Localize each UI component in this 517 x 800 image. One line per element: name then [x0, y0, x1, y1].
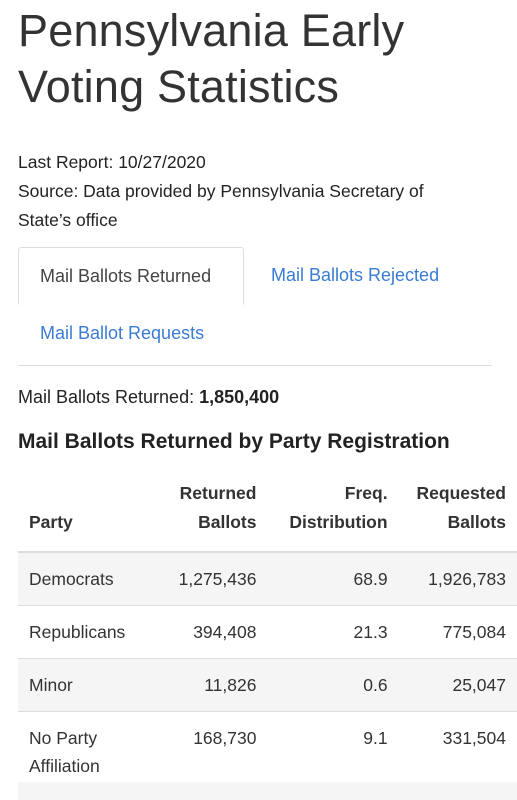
- page-title: Pennsylvania Early Voting Statistics: [18, 0, 499, 115]
- header-requested-line2: Ballots: [447, 512, 506, 532]
- tab-bar: Mail Ballots Returned Mail Ballots Rejec…: [18, 247, 492, 366]
- header-returned-ballots: Returned Ballots: [148, 479, 268, 553]
- cell-returned: 394,408: [148, 605, 268, 659]
- header-returned-line2: Ballots: [198, 512, 257, 532]
- header-party: Party: [18, 479, 149, 553]
- cell-party-line1: No Party: [29, 728, 98, 748]
- cell-requested: 25,047: [398, 658, 517, 712]
- cell-party: Minor: [18, 658, 149, 712]
- table-row: Republicans 394,408 21.3 775,084: [18, 605, 517, 659]
- page-title-line2: Voting Statistics: [18, 61, 340, 112]
- header-party-label: Party: [29, 512, 73, 532]
- source-line2: State’s office: [18, 210, 118, 230]
- tab-mail-ballot-requests[interactable]: Mail Ballot Requests: [40, 323, 205, 343]
- header-freq-line2: Distribution: [289, 512, 388, 532]
- returned-summary: Mail Ballots Returned: 1,850,400: [18, 386, 499, 408]
- section-title: Mail Ballots Returned by Party Registrat…: [18, 430, 450, 453]
- source-line1: Source: Data provided by Pennsylvania Se…: [18, 181, 424, 201]
- cell-returned: 168,730: [148, 711, 268, 794]
- table-row: No Party Affiliation 168,730 9.1 331,504: [18, 711, 517, 794]
- header-freq-line1: Freq.: [344, 483, 388, 503]
- source-text: Source: Data provided by Pennsylvania Se…: [18, 177, 499, 235]
- table-row: Democrats 1,275,436 68.9 1,926,783: [18, 552, 517, 606]
- cell-party-line2: Affiliation: [29, 756, 100, 776]
- cell-freq: 68.9: [267, 552, 399, 606]
- page-title-line1: Pennsylvania Early: [18, 5, 405, 56]
- cell-freq: 21.3: [267, 605, 399, 659]
- cell-returned: 11,826: [148, 658, 268, 712]
- table-header-row: Party Returned Ballots Freq. Distributio…: [18, 479, 517, 553]
- summary-label: Mail Ballots Returned:: [18, 387, 195, 407]
- cell-party: Democrats: [18, 552, 149, 606]
- cell-requested: 331,504: [398, 711, 517, 794]
- cell-party: No Party Affiliation: [18, 711, 149, 794]
- table-row: Minor 11,826 0.6 25,047: [18, 658, 517, 712]
- summary-value: 1,850,400: [199, 387, 280, 407]
- cell-party: Republicans: [18, 605, 149, 659]
- header-returned-line1: Returned: [179, 483, 257, 503]
- tab-mail-ballots-rejected[interactable]: Mail Ballots Rejected: [271, 265, 440, 285]
- cell-requested: 775,084: [398, 605, 517, 659]
- party-table: Party Returned Ballots Freq. Distributio…: [18, 479, 517, 794]
- header-freq-distribution: Freq. Distribution: [267, 479, 399, 553]
- cell-freq: 0.6: [267, 658, 399, 712]
- header-requested-ballots: Requested Ballots: [398, 479, 517, 553]
- last-report: Last Report: 10/27/2020: [18, 152, 206, 172]
- report-meta: Last Report: 10/27/2020 Source: Data pro…: [18, 148, 499, 235]
- header-requested-line1: Requested: [416, 483, 506, 503]
- table-row-partial: [18, 782, 517, 800]
- table-header: Party Returned Ballots Freq. Distributio…: [18, 479, 517, 553]
- cell-freq: 9.1: [267, 711, 399, 794]
- cell-requested: 1,926,783: [398, 552, 517, 606]
- table-body: Democrats 1,275,436 68.9 1,926,783 Repub…: [18, 552, 517, 794]
- cell-returned: 1,275,436: [148, 552, 268, 606]
- tab-mail-ballots-returned[interactable]: Mail Ballots Returned: [18, 247, 244, 305]
